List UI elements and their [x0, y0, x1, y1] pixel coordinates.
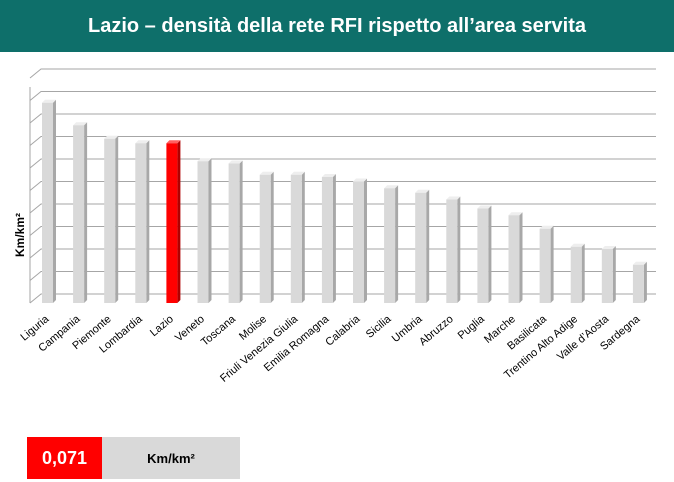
- bar: [104, 135, 119, 303]
- bar: [259, 171, 274, 303]
- bar: [539, 225, 554, 303]
- y-axis-label-container: Km/km²: [4, 195, 36, 275]
- bar-highlighted: [166, 140, 181, 303]
- y-axis-label: Km/km²: [13, 212, 28, 258]
- x-tick-label: Lazio: [148, 313, 176, 339]
- bar: [228, 160, 243, 303]
- x-tick-label: Calabria: [323, 313, 363, 349]
- gridline: [29, 293, 656, 304]
- gridline: [29, 248, 656, 259]
- x-tick-label: Abruzzo: [417, 313, 456, 348]
- bar: [321, 174, 336, 303]
- gridline: [29, 158, 656, 169]
- gridline: [29, 203, 656, 214]
- bar: [446, 196, 461, 303]
- bar: [353, 178, 367, 303]
- value-box: 0,071 Km/km²: [27, 437, 240, 479]
- bar: [73, 122, 88, 303]
- bar: [632, 261, 647, 303]
- gridline: [29, 181, 656, 191]
- title-banner: Lazio – densità della rete RFI rispetto …: [0, 0, 674, 52]
- x-tick-label: Toscana: [199, 313, 239, 349]
- bar: [290, 171, 305, 303]
- bar: [415, 189, 430, 303]
- bar: [477, 205, 492, 303]
- gridline: [29, 91, 656, 101]
- gridline: [29, 113, 656, 124]
- bar: [135, 140, 150, 303]
- bar: [508, 212, 523, 303]
- bar: [42, 99, 56, 303]
- gridline: [29, 271, 656, 281]
- chart-title: Lazio – densità della rete RFI rispetto …: [88, 14, 586, 37]
- gridline: [29, 136, 656, 146]
- gridline: [29, 226, 656, 236]
- bar: [384, 185, 399, 303]
- density-value: 0,071: [27, 437, 102, 479]
- bar: [197, 158, 212, 303]
- density-unit: Km/km²: [102, 437, 240, 479]
- bar: [601, 246, 616, 303]
- gridline: [29, 68, 656, 79]
- bar: [570, 243, 585, 303]
